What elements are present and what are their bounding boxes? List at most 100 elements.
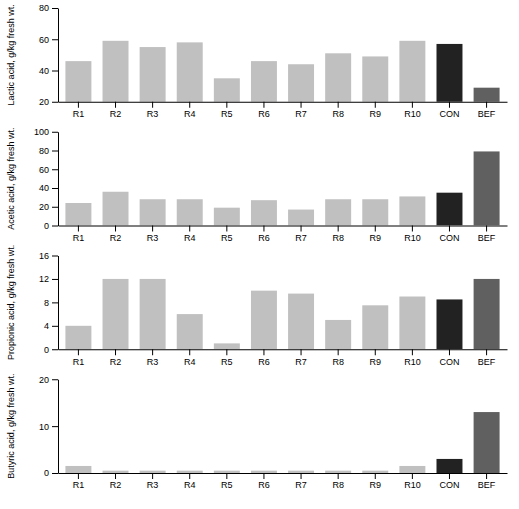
bar: [251, 291, 277, 350]
bar: [288, 210, 314, 226]
tick: 80: [39, 146, 58, 156]
axis-line: [58, 9, 59, 103]
tick-mark: [152, 102, 153, 108]
tick-mark: [375, 473, 376, 479]
tick-label: 80: [39, 3, 49, 13]
bars: [65, 151, 499, 225]
tick-mark: [449, 226, 450, 232]
bar: [177, 471, 203, 473]
tick-mark: [375, 226, 376, 232]
tick-label: 40: [39, 66, 49, 76]
axis-line: [58, 380, 59, 474]
tick: 16: [39, 251, 58, 261]
tick: 100: [34, 127, 58, 137]
tick-mark: [78, 473, 79, 479]
axis-title: Lactic acid, g/kg fresh wt.: [6, 4, 16, 105]
tick-mark: [78, 349, 79, 355]
bar: [214, 78, 240, 101]
tick: R2: [110, 102, 122, 119]
bars: [65, 41, 499, 102]
bar: [177, 199, 203, 225]
tick-mark: [338, 102, 339, 108]
tick: 0: [44, 345, 58, 355]
bar: [399, 196, 425, 225]
bar: [65, 466, 91, 473]
tick-mark: [189, 226, 190, 232]
bar: [65, 203, 91, 226]
tick-label: R3: [147, 480, 159, 490]
tick: R3: [147, 102, 159, 119]
tick-label: 0: [44, 221, 49, 231]
bar: [103, 471, 129, 473]
tick-label: BEF: [478, 109, 496, 119]
tick: R6: [258, 226, 270, 243]
tick-label: 0: [44, 345, 49, 355]
tick-mark: [52, 279, 58, 280]
bar: [140, 471, 166, 473]
tick-mark: [226, 226, 227, 232]
panel: R1R2R3R4R5R6R7R8R9R10CONBEF0481216Propio…: [6, 245, 507, 367]
tick-label: 20: [39, 375, 49, 385]
tick-label: 4: [44, 321, 49, 331]
tick-label: 0: [44, 468, 49, 478]
tick-label: R7: [295, 357, 307, 367]
bar: [362, 56, 388, 101]
bar: [214, 343, 240, 349]
tick: R1: [73, 349, 85, 366]
tick-label: R8: [332, 233, 344, 243]
tick-label: BEF: [478, 357, 496, 367]
tick-label: R10: [404, 357, 421, 367]
tick-mark: [189, 349, 190, 355]
tick-mark: [52, 102, 58, 103]
tick-mark: [52, 256, 58, 257]
tick-mark: [263, 349, 264, 355]
tick: BEF: [478, 226, 496, 243]
tick-mark: [52, 473, 58, 474]
tick-mark: [52, 132, 58, 133]
tick-label: R5: [221, 109, 233, 119]
tick: 20: [39, 97, 58, 107]
tick: R3: [147, 226, 159, 243]
axis-line: [58, 256, 59, 350]
tick: R8: [332, 473, 344, 490]
tick-mark: [375, 102, 376, 108]
y-axis: 020406080100: [34, 127, 59, 231]
tick: R1: [73, 226, 85, 243]
tick: BEF: [478, 102, 496, 119]
x-axis: R1R2R3R4R5R6R7R8R9R10CONBEF: [59, 473, 508, 490]
tick: R9: [370, 226, 382, 243]
tick-label: R10: [404, 233, 421, 243]
tick-label: R6: [258, 233, 270, 243]
bar: [177, 314, 203, 349]
tick: R7: [295, 226, 307, 243]
tick: R9: [370, 349, 382, 366]
tick-mark: [486, 349, 487, 355]
bar: [436, 44, 462, 102]
bar: [251, 61, 277, 102]
bar: [288, 64, 314, 102]
tick: R5: [221, 473, 233, 490]
tick-label: R1: [73, 109, 85, 119]
bar: [474, 412, 500, 473]
bar: [140, 47, 166, 102]
tick-mark: [338, 473, 339, 479]
tick: 8: [44, 298, 58, 308]
bar: [103, 41, 129, 102]
tick-label: R8: [332, 109, 344, 119]
y-axis: 0481216: [39, 251, 59, 355]
tick-label: R7: [295, 480, 307, 490]
tick: CON: [439, 349, 459, 366]
tick-mark: [486, 102, 487, 108]
tick-mark: [449, 473, 450, 479]
tick-label: CON: [439, 109, 459, 119]
bar: [288, 471, 314, 473]
tick-mark: [412, 226, 413, 232]
tick-mark: [52, 326, 58, 327]
tick-mark: [115, 226, 116, 232]
tick-mark: [226, 102, 227, 108]
tick-mark: [152, 226, 153, 232]
tick: R2: [110, 226, 122, 243]
tick: 0: [44, 468, 58, 478]
bar: [436, 459, 462, 473]
tick-mark: [412, 349, 413, 355]
